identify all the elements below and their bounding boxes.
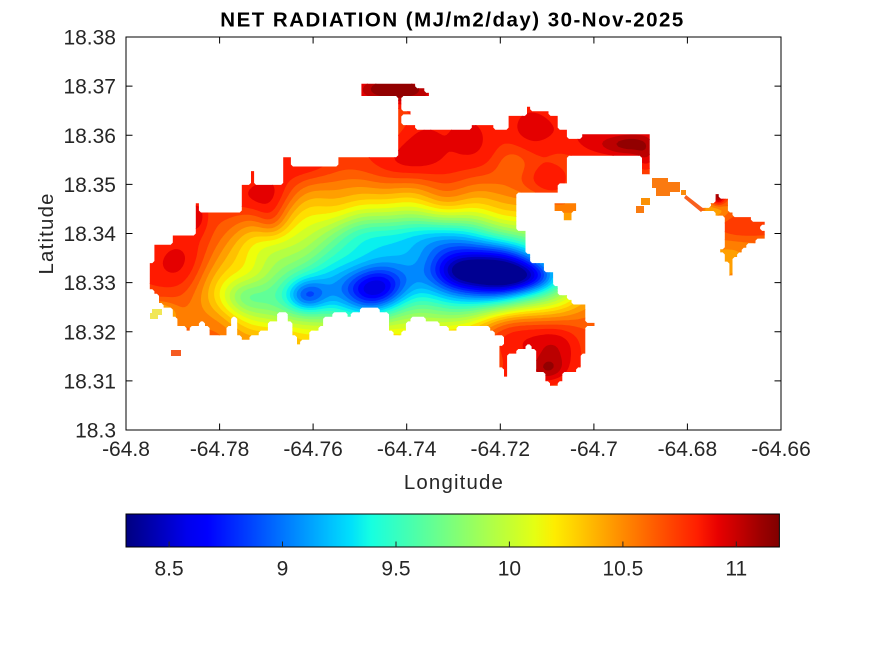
svg-text:8.5: 8.5 — [154, 558, 183, 581]
svg-text:18.33: 18.33 — [63, 272, 116, 295]
svg-text:9.5: 9.5 — [381, 558, 410, 581]
svg-text:10.5: 10.5 — [602, 558, 643, 581]
svg-text:-64.7: -64.7 — [570, 438, 618, 461]
svg-text:11: 11 — [725, 558, 747, 581]
svg-text:18.35: 18.35 — [63, 174, 116, 197]
svg-text:18.34: 18.34 — [63, 223, 116, 246]
svg-text:18.37: 18.37 — [63, 76, 116, 99]
svg-text:18.36: 18.36 — [63, 125, 116, 148]
svg-text:18.38: 18.38 — [63, 27, 116, 50]
svg-text:18.32: 18.32 — [63, 321, 116, 344]
svg-text:Longitude: Longitude — [404, 472, 503, 494]
svg-text:10: 10 — [498, 558, 521, 581]
svg-text:9: 9 — [277, 558, 289, 581]
svg-text:NET RADIATION (MJ/m2/day) 30-N: NET RADIATION (MJ/m2/day) 30-Nov-2025 — [220, 8, 683, 31]
svg-text:-64.74: -64.74 — [377, 438, 437, 461]
svg-text:-64.68: -64.68 — [658, 438, 718, 461]
svg-text:Latitude: Latitude — [36, 194, 58, 275]
svg-text:-64.78: -64.78 — [190, 438, 250, 461]
svg-text:-64.76: -64.76 — [283, 438, 343, 461]
svg-text:-64.8: -64.8 — [102, 438, 150, 461]
svg-text:-64.72: -64.72 — [471, 438, 531, 461]
svg-text:18.31: 18.31 — [63, 371, 116, 394]
svg-text:18.3: 18.3 — [75, 420, 116, 443]
svg-text:-64.66: -64.66 — [751, 438, 811, 461]
